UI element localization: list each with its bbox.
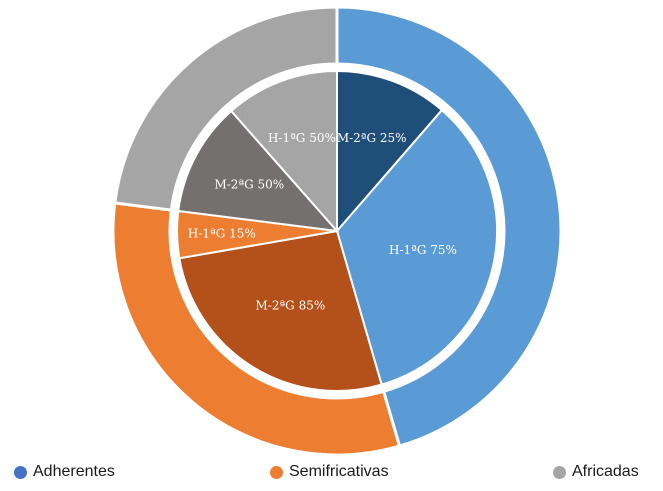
inner-slice-semifricativas-2	[178, 229, 383, 392]
legend-label: Africadas	[572, 463, 639, 480]
legend-item-semifricativas: Semifricativas	[270, 460, 389, 484]
inner-slice-label: H-1ªG 75%	[389, 243, 457, 257]
inner-slice-label: M-2ªG 50%	[214, 178, 284, 192]
legend-item-adherentes: Adherentes	[14, 460, 115, 484]
legend-marker-icon	[270, 465, 283, 479]
legend-label: Adherentes	[33, 463, 115, 480]
inner-slice-label: M-2ªG 85%	[255, 299, 325, 313]
legend-marker-icon	[553, 465, 566, 479]
inner-slice-label: H-1ªG 15%	[188, 227, 256, 241]
ring-separator	[169, 63, 505, 399]
inner-slice-label: H-1ªG 50%	[268, 131, 336, 145]
legend-label: Semifricativas	[289, 463, 389, 480]
legend-item-africadas: Africadas	[553, 460, 639, 484]
inner-slice-adherentes-0	[336, 69, 444, 234]
legend-marker-icon	[14, 465, 27, 479]
inner-slice-label: M-2ªG 25%	[337, 131, 407, 145]
inner-slice-africadas-5	[229, 69, 338, 234]
inner-slice-africadas-4	[177, 109, 340, 233]
inner-slice-adherentes-1	[335, 108, 498, 386]
